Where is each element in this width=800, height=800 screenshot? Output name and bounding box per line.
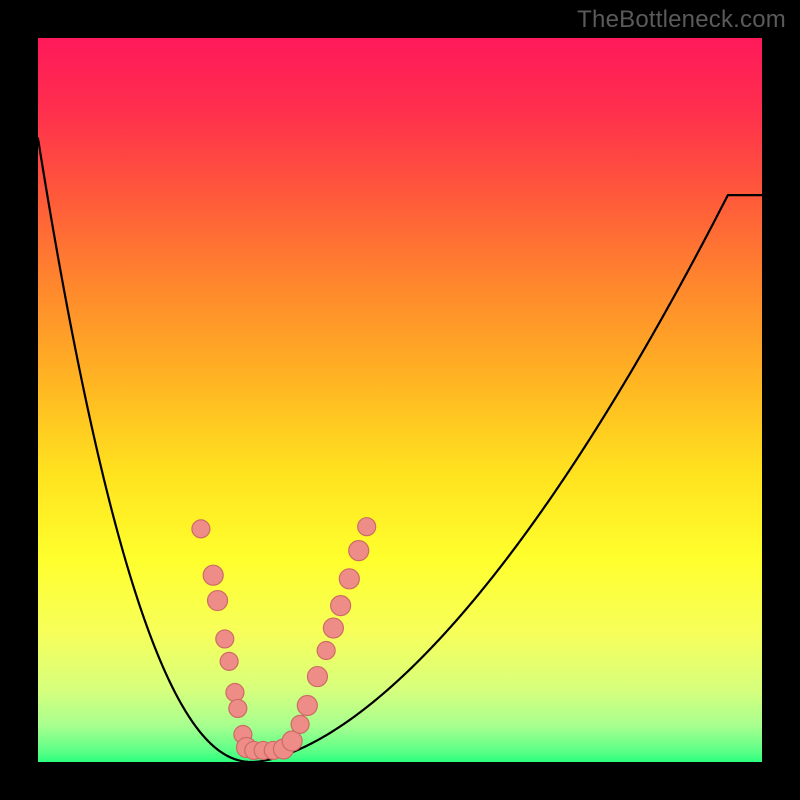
chart-root: TheBottleneck.com — [0, 0, 800, 800]
watermark-text: TheBottleneck.com — [577, 6, 786, 34]
plot-area — [38, 38, 762, 762]
